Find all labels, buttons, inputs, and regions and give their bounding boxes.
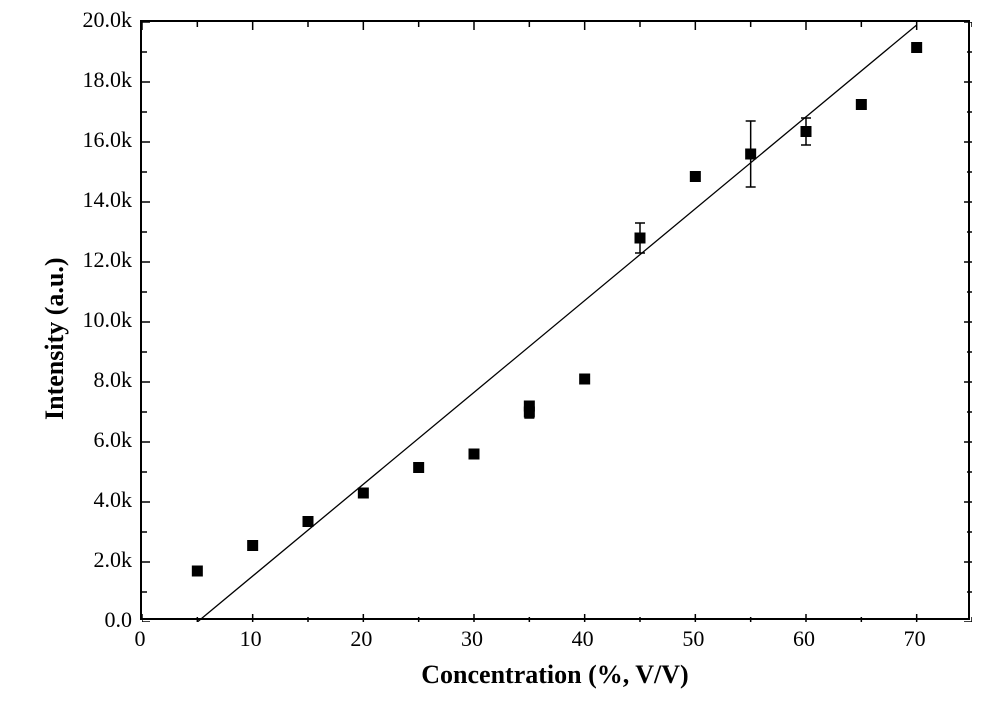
x-tick-label: 60 [793,626,815,652]
x-tick-label: 30 [461,626,483,652]
data-marker [801,126,812,137]
plot-area [140,20,970,620]
data-marker [469,449,480,460]
x-tick-label: 20 [350,626,372,652]
x-tick-label: 50 [682,626,704,652]
data-marker [192,566,203,577]
data-marker [358,488,369,499]
y-tick-label: 18.0k [52,67,132,93]
x-tick-label: 0 [135,626,146,652]
trendline [197,25,916,622]
y-tick-label: 12.0k [52,247,132,273]
data-marker [635,233,646,244]
data-marker [579,374,590,385]
y-tick-label: 0.0 [52,607,132,633]
y-tick-label: 20.0k [52,7,132,33]
x-tick-label: 10 [240,626,262,652]
y-tick-label: 2.0k [52,547,132,573]
data-marker [856,99,867,110]
y-tick-label: 4.0k [52,487,132,513]
y-tick-label: 10.0k [52,307,132,333]
data-marker [524,401,535,412]
y-axis-title: Intensity (a.u.) [40,257,70,420]
data-marker [745,149,756,160]
data-marker [247,540,258,551]
y-tick-label: 8.0k [52,367,132,393]
x-axis-title: Concentration (%, V/V) [421,660,688,690]
data-marker [911,42,922,53]
y-tick-label: 16.0k [52,127,132,153]
plot-svg [142,22,972,622]
data-marker [303,516,314,527]
y-tick-label: 6.0k [52,427,132,453]
x-tick-label: 40 [572,626,594,652]
scatter-figure: Intensity (a.u.) Concentration (%, V/V) … [0,0,1000,712]
y-tick-label: 14.0k [52,187,132,213]
x-tick-label: 70 [904,626,926,652]
data-marker [413,462,424,473]
data-marker [690,171,701,182]
